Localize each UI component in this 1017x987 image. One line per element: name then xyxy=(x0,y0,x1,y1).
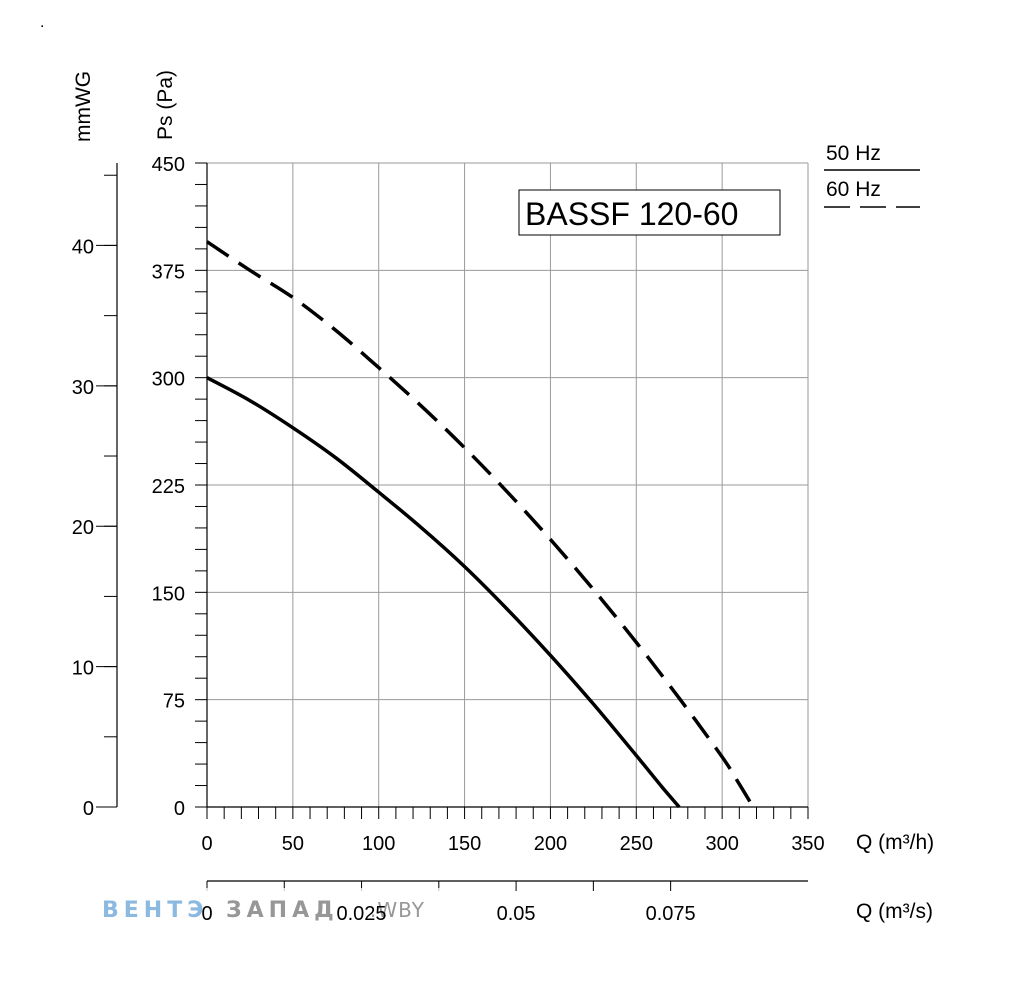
y-axis-title: Ps (Pa) xyxy=(154,70,177,140)
y2-tick-label: 10 xyxy=(72,658,94,680)
legend: 50 Hz 60 Hz xyxy=(824,142,920,208)
x-axis-title: Q (m³/h) xyxy=(856,831,934,854)
grid xyxy=(207,162,809,807)
chart-title: BASSF 120-60 xyxy=(525,196,738,232)
x2-tick-label: 0 xyxy=(201,903,212,925)
x2-tick-label: 0.075 xyxy=(646,903,696,925)
y-tick-label: 450 xyxy=(152,154,185,176)
x-tick-label: 300 xyxy=(705,833,738,855)
x-tick-label: 250 xyxy=(620,833,653,855)
series-line-60hz xyxy=(206,240,755,808)
y-tick-label: 150 xyxy=(152,583,185,605)
x-tick-label: 150 xyxy=(448,833,481,855)
y-tick-label: 225 xyxy=(152,476,185,498)
legend-label-50hz: 50 Hz xyxy=(826,142,881,165)
y2-tick-label: 30 xyxy=(72,377,94,399)
axes xyxy=(96,162,809,891)
x2-tick-label: 0.025 xyxy=(337,903,387,925)
curves xyxy=(206,240,755,809)
y-tick-label: 0 xyxy=(174,798,185,820)
x-tick-label: 100 xyxy=(362,833,395,855)
x2-tick-label: 0.05 xyxy=(497,903,536,925)
model-label-box: BASSF 120-60 xyxy=(518,189,781,236)
series-line-50hz xyxy=(206,376,681,809)
y-tick-label: 75 xyxy=(163,691,185,713)
x2-axis-title: Q (m³/s) xyxy=(856,900,933,923)
x-tick-label: 50 xyxy=(282,833,304,855)
x-tick-label: 350 xyxy=(791,833,824,855)
watermark-part1: ВЕНТЭ xyxy=(102,898,208,923)
y2-tick-label: 0 xyxy=(83,798,94,820)
y2-axis-title: mmWG xyxy=(72,71,95,142)
y2-tick-label: 40 xyxy=(72,236,94,258)
y-tick-label: 375 xyxy=(152,261,185,283)
x-tick-label: 0 xyxy=(201,833,212,855)
x-tick-label: 200 xyxy=(534,833,567,855)
y-tick-label: 300 xyxy=(152,369,185,391)
watermark: ВЕНТЭ ЗАПАД .WBY xyxy=(100,888,455,930)
legend-label-60hz: 60 Hz xyxy=(826,178,881,201)
y2-tick-label: 20 xyxy=(72,517,94,539)
watermark-part2: ЗАПАД xyxy=(226,898,339,923)
corner-mark: . xyxy=(40,14,45,31)
watermark-domain: .WBY xyxy=(370,898,425,922)
